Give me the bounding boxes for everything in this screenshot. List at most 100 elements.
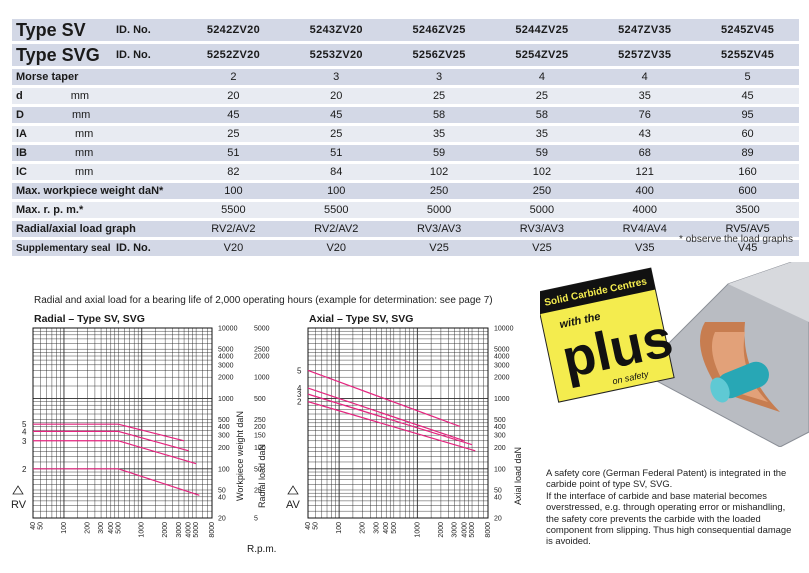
curve-label: 2 [22,465,27,474]
seal-row: Supplementary seal ID. No. V20 V20 V25 V25 V35… [12,240,799,256]
seal-label-text: Supplementary seal [16,243,111,254]
spec-row-label-text: Radial/axial load graph [16,223,136,235]
y-tick-label: 5000 [494,347,510,354]
x-tick-label: 200 [360,522,367,534]
spec-value-cell: RV2/AV2 [284,221,388,237]
spec-value-cell: 20 [284,88,388,104]
y-tick-label: 100 [494,466,506,473]
spec-row: Radial/axial load graph RV2/AV2 RV2/AV2 RV3… [12,221,799,237]
radial-chart-title: Radial – Type SV, SVG [34,313,145,325]
y-tick-label: 200 [494,445,506,452]
type-svg-idno-label: ID. No. [112,44,182,66]
spec-value-cell: 250 [490,183,594,199]
promo-badge: Solid Carbide Centres with the plus on s… [540,267,678,403]
x-tick-label: 4000 [461,522,468,538]
x-tick-label: 1000 [414,522,421,538]
spec-value-cell: RV4/AV4 [593,221,697,237]
seal-value-cell: V20 [182,240,285,256]
spec-value-cell: 51 [284,145,388,161]
spec-value-cell: RV5/AV5 [696,221,799,237]
axis-symbol: RV [11,499,27,511]
plot-frame [32,327,213,519]
x-tick-label: 50 [38,522,45,530]
y-tick-label: 400 [218,424,230,431]
y-tick-label: 3000 [494,362,510,369]
idno-label: ID. No. [116,24,151,36]
spec-row: lA mm 25 25 35 35 43 60 [12,126,799,142]
seal-value-cell: V20 [284,240,388,256]
x-tick-label: 100 [61,522,68,534]
y2-tick-label: 50 [254,466,262,473]
spec-value-cell: 5000 [387,202,491,218]
spec-value-cell: 3500 [696,202,799,218]
x-tick-label: 4000 [186,522,193,538]
spec-value-cell: 4 [593,69,697,85]
type-svg-id-cell: 5257ZV35 [593,44,697,66]
type-sv-id-cell: 5247ZV35 [593,19,697,41]
spec-value-cell: 250 [387,183,491,199]
spec-row-label: d mm [12,88,182,104]
y2-tick-label: 5000 [254,326,270,333]
type-svg-title: Type SVG [16,44,100,65]
type-svg-id-cell: 5252ZV20 [182,44,285,66]
spec-value-cell: RV3/AV3 [490,221,594,237]
spec-value-cell: 45 [696,88,799,104]
curve-series-2 [307,401,476,452]
spec-row: Max. r. p. m.* 5500 5500 5000 5000 4000 3500 [12,202,799,218]
type-sv-title: Type SV [16,19,86,40]
y-tick-label: 400 [494,424,506,431]
spec-value-cell: 35 [593,88,697,104]
curve-label: 4 [297,384,302,393]
x-tick-label: 40 [305,522,312,530]
spec-value-cell: 5500 [182,202,285,218]
y2-tick-label: 500 [254,396,266,403]
spec-value-cell: 43 [593,126,697,142]
spec-value-cell: 51 [182,145,285,161]
spec-row-unit: mm [71,109,91,121]
type-sv-label: Type SV [12,19,112,41]
spec-row-label: Max. workpiece weight daN* [12,183,182,199]
y2-tick-label: 25 [254,487,262,494]
x-tick-label: 8000 [209,522,216,538]
spec-row: Max. workpiece weight daN* 100 100 250 250 40… [12,183,799,199]
spec-value-cell: 82 [182,164,285,180]
y-tick-label: 2000 [494,375,510,382]
x-tick-label: 400 [108,522,115,534]
spec-value-cell: 20 [182,88,285,104]
type-svg-id-cell: 5253ZV20 [284,44,388,66]
y-axis-title-secondary: Workpiece weight daN [235,411,245,501]
y2-tick-label: 250 [254,417,266,424]
curve-label: 5 [22,420,27,429]
triangle-icon [12,485,24,495]
note-paragraph-2: If the interface of carbide and base mat… [546,489,792,547]
x-tick-label: 3000 [176,522,183,538]
y-tick-label: 500 [494,417,506,424]
y-tick-label: 2000 [218,375,234,382]
y-tick-label: 40 [494,494,502,501]
spec-value-cell: 3 [284,69,388,85]
spec-row-label: lC mm [12,164,182,180]
curve-label: 4 [22,427,27,436]
spec-value-cell: 100 [284,183,388,199]
type-sv-id-cell: 5245ZV45 [696,19,799,41]
spec-row-label-text: Max. workpiece weight daN* [16,185,164,197]
charts-caption: Radial and axial load for a bearing life… [34,295,493,306]
spec-row: lC mm 82 84 102 102 121 160 [12,164,799,180]
x-tick-label: 500 [391,522,398,534]
x-tick-label: 2000 [438,522,445,538]
y-axis-title: Radial load daN [257,444,267,508]
carbide-cone-illustration [639,262,809,447]
y-tick-label: 4000 [218,354,234,361]
spec-value-cell: 25 [490,88,594,104]
curve-series-3 [33,440,197,465]
seal-idno-text: ID. No. [116,242,151,254]
x-tick-label: 1000 [139,522,146,538]
type-sv-id-cell: 5246ZV25 [387,19,491,41]
type-svg-id-cell: 5256ZV25 [387,44,491,66]
x-tick-label: 5000 [193,522,200,538]
spec-row-label-text: Morse taper [16,71,79,83]
y-tick-label: 50 [218,487,226,494]
y-tick-label: 200 [218,445,230,452]
y2-tick-label: 2000 [254,354,270,361]
type-sv-id-cell: 5242ZV20 [182,19,285,41]
